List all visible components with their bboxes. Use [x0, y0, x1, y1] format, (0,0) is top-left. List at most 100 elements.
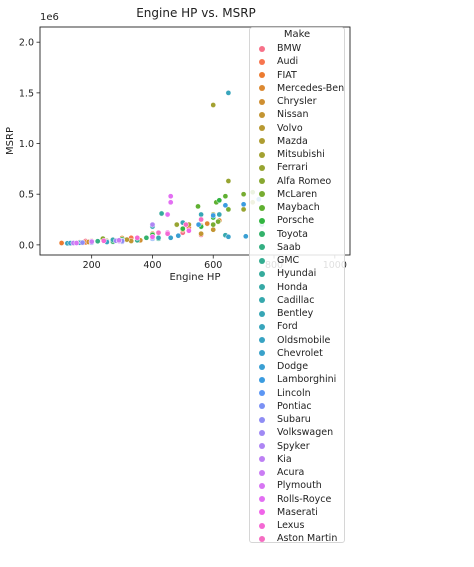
chart-title: Engine HP vs. MSRP: [136, 6, 256, 20]
legend-item: Alfa Romeo: [250, 175, 344, 188]
data-point: [210, 226, 217, 233]
legend-label: Mazda: [277, 135, 308, 147]
legend-item: Subaru: [250, 413, 344, 426]
legend-item: Rolls-Royce: [250, 493, 344, 506]
data-point: [198, 216, 204, 223]
legend-item: FIAT: [250, 69, 344, 82]
legend-item: Lamborghini: [250, 373, 344, 386]
legend-marker: [259, 482, 265, 489]
data-point: [164, 211, 171, 218]
legend-item: Ferrari: [250, 161, 344, 174]
legend-marker: [259, 337, 265, 343]
legend-marker: [259, 469, 265, 476]
legend-label: GMC: [277, 255, 300, 266]
legend-label: Cadillac: [277, 294, 315, 306]
legend-item: Aston Martin: [250, 532, 344, 542]
data-point: [210, 221, 217, 228]
data-point: [155, 234, 162, 241]
legend-marker: [259, 350, 265, 357]
legend-item: Toyota: [250, 228, 344, 241]
legend-marker: [259, 456, 265, 463]
data-point: [175, 232, 182, 239]
data-point: [167, 193, 174, 200]
data-point: [79, 239, 86, 246]
y-tick-label: 1.5: [19, 88, 34, 99]
legend-item: Lincoln: [250, 387, 344, 400]
data-point: [183, 221, 189, 228]
legend-label: Hyundai: [277, 268, 317, 280]
legend-item: Chevrolet: [250, 347, 344, 360]
legend-item: Bentley: [250, 307, 344, 320]
data-point: [58, 240, 65, 246]
data-point: [186, 227, 192, 234]
legend-marker: [259, 58, 265, 65]
legend-item: McLaren: [250, 188, 344, 201]
legend-label: Ford: [277, 321, 298, 333]
legend-label: Acura: [277, 467, 305, 478]
data-point: [164, 230, 171, 237]
legend-marker: [259, 72, 265, 78]
legend-label: Mercedes-Benz: [277, 82, 345, 94]
x-tick-label: 200: [83, 260, 101, 271]
legend-marker: [259, 363, 265, 370]
legend-item: Oldsmobile: [250, 334, 344, 347]
legend-label: Saab: [277, 241, 301, 253]
legend-label: Audi: [277, 56, 299, 68]
legend-marker: [259, 191, 265, 198]
x-axis-label: Engine HP: [169, 272, 220, 283]
data-point: [134, 234, 141, 241]
legend-marker: [259, 509, 265, 516]
data-point: [173, 221, 180, 228]
legend-label: Chrysler: [277, 96, 317, 107]
data-point: [242, 233, 249, 240]
legend-marker: [259, 429, 265, 436]
data-point: [225, 90, 232, 96]
y-tick-label: 0.5: [19, 190, 34, 201]
legend-item: Mercedes-Benz: [250, 82, 344, 95]
legend-label: Mitsubishi: [277, 149, 325, 160]
legend-marker: [259, 45, 265, 52]
legend: Make BMW Audi FIAT Mercedes-Benz Chrysler Nis…: [249, 27, 345, 543]
legend-marker: [259, 138, 265, 145]
legend-marker: [259, 85, 265, 92]
data-point: [210, 212, 217, 219]
legend-label: Alfa Romeo: [277, 175, 332, 187]
legend-marker: [259, 522, 265, 529]
legend-label: Kia: [277, 453, 292, 465]
legend-label: FIAT: [277, 69, 297, 81]
legend-item: Nissan: [250, 108, 344, 121]
legend-label: Plymouth: [277, 480, 322, 492]
legend-item: Volvo: [250, 122, 344, 135]
data-point: [116, 237, 122, 244]
legend-marker: [259, 151, 265, 158]
legend-label: Rolls-Royce: [277, 493, 332, 505]
legend-label: Nissan: [277, 109, 309, 121]
legend-item: Acura: [250, 466, 344, 479]
legend-item: Lexus: [250, 519, 344, 532]
legend-item: Porsche: [250, 214, 344, 227]
legend-label: Volkswagen: [277, 427, 334, 439]
data-point: [216, 197, 223, 204]
legend-marker: [259, 257, 265, 264]
data-point: [195, 221, 202, 228]
legend-label: Lincoln: [277, 387, 311, 399]
data-point: [222, 193, 229, 200]
legend-marker: [259, 376, 265, 383]
legend-label: Toyota: [277, 228, 308, 240]
x-tick-label: 600: [204, 260, 222, 271]
data-point: [222, 202, 229, 209]
legend-item: Chrysler: [250, 95, 344, 108]
plot-area: [39, 26, 351, 256]
legend-marker: [259, 310, 265, 317]
data-point: [216, 211, 223, 218]
legend-item: Spyker: [250, 440, 344, 453]
legend-marker: [259, 231, 265, 237]
legend-label: Bentley: [277, 308, 314, 319]
data-point: [225, 206, 232, 213]
legend-marker: [259, 178, 265, 184]
legend-item: Mitsubishi: [250, 148, 344, 161]
legend-label: Volvo: [277, 122, 303, 134]
data-point: [179, 225, 186, 232]
legend-item: Audi: [250, 55, 344, 68]
